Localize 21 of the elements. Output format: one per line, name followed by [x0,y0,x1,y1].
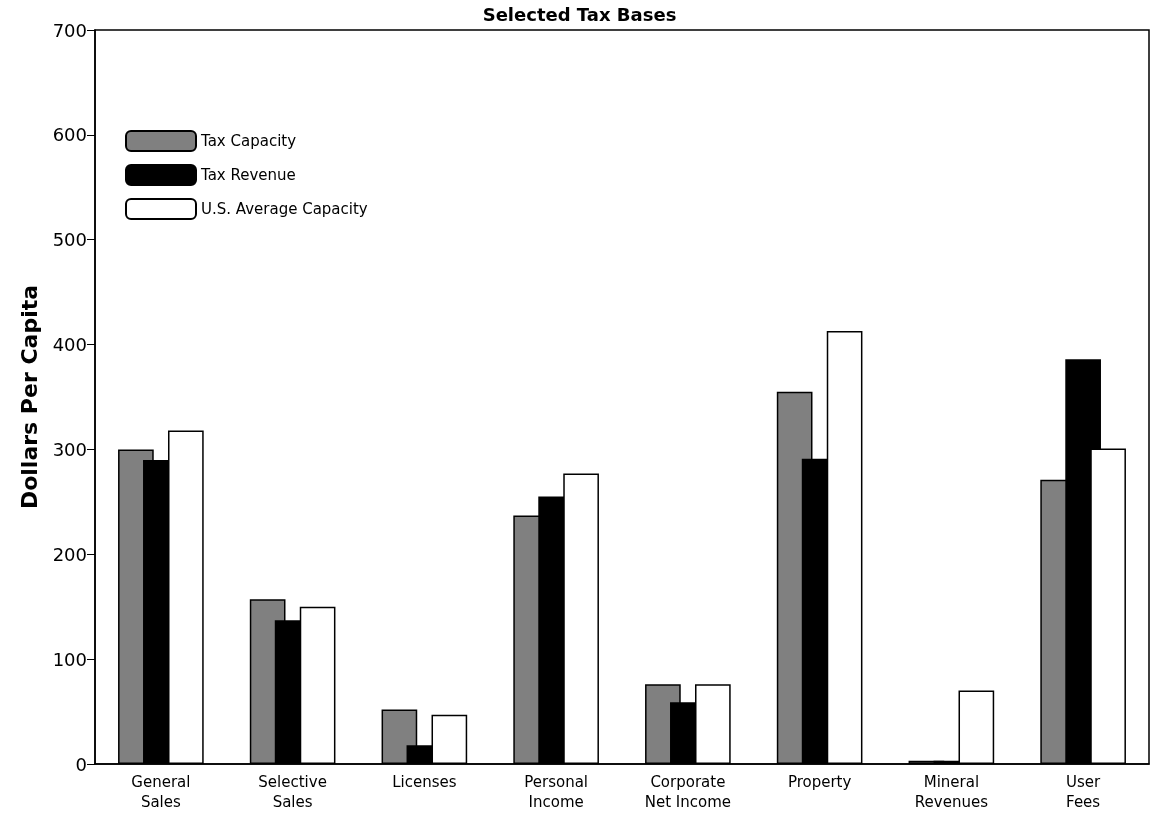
legend-label: U.S. Average Capacity [201,200,368,218]
x-tick-label: Property [787,773,852,791]
chart-title: Selected Tax Bases [482,3,677,25]
y-tick-label: 100 [52,648,87,670]
x-tick-label: Mineral Revenues [914,773,989,811]
x-tick-label: Corporate Net Income [644,773,732,811]
legend-label: Tax Capacity [200,132,297,150]
y-tick-label: 0 [75,753,87,775]
x-tick-label: General Sales [131,773,191,811]
y-tick-label: 600 [52,124,87,146]
x-tick-label: User Fees [1066,773,1102,811]
x-tick-label: Selective Sales [258,773,327,811]
x-tick-label: Personal Income [524,773,589,811]
y-tick-label: 300 [52,438,87,460]
y-tick-label: 700 [52,19,87,41]
y-tick-label: 400 [52,334,87,356]
x-tick-label: Licenses [392,773,457,791]
y-tick-label: 500 [52,229,87,251]
legend-label: Tax Revenue [200,166,296,184]
y-axis-title: Dollars Per Capita [16,284,42,510]
y-tick-label: 200 [52,543,87,565]
